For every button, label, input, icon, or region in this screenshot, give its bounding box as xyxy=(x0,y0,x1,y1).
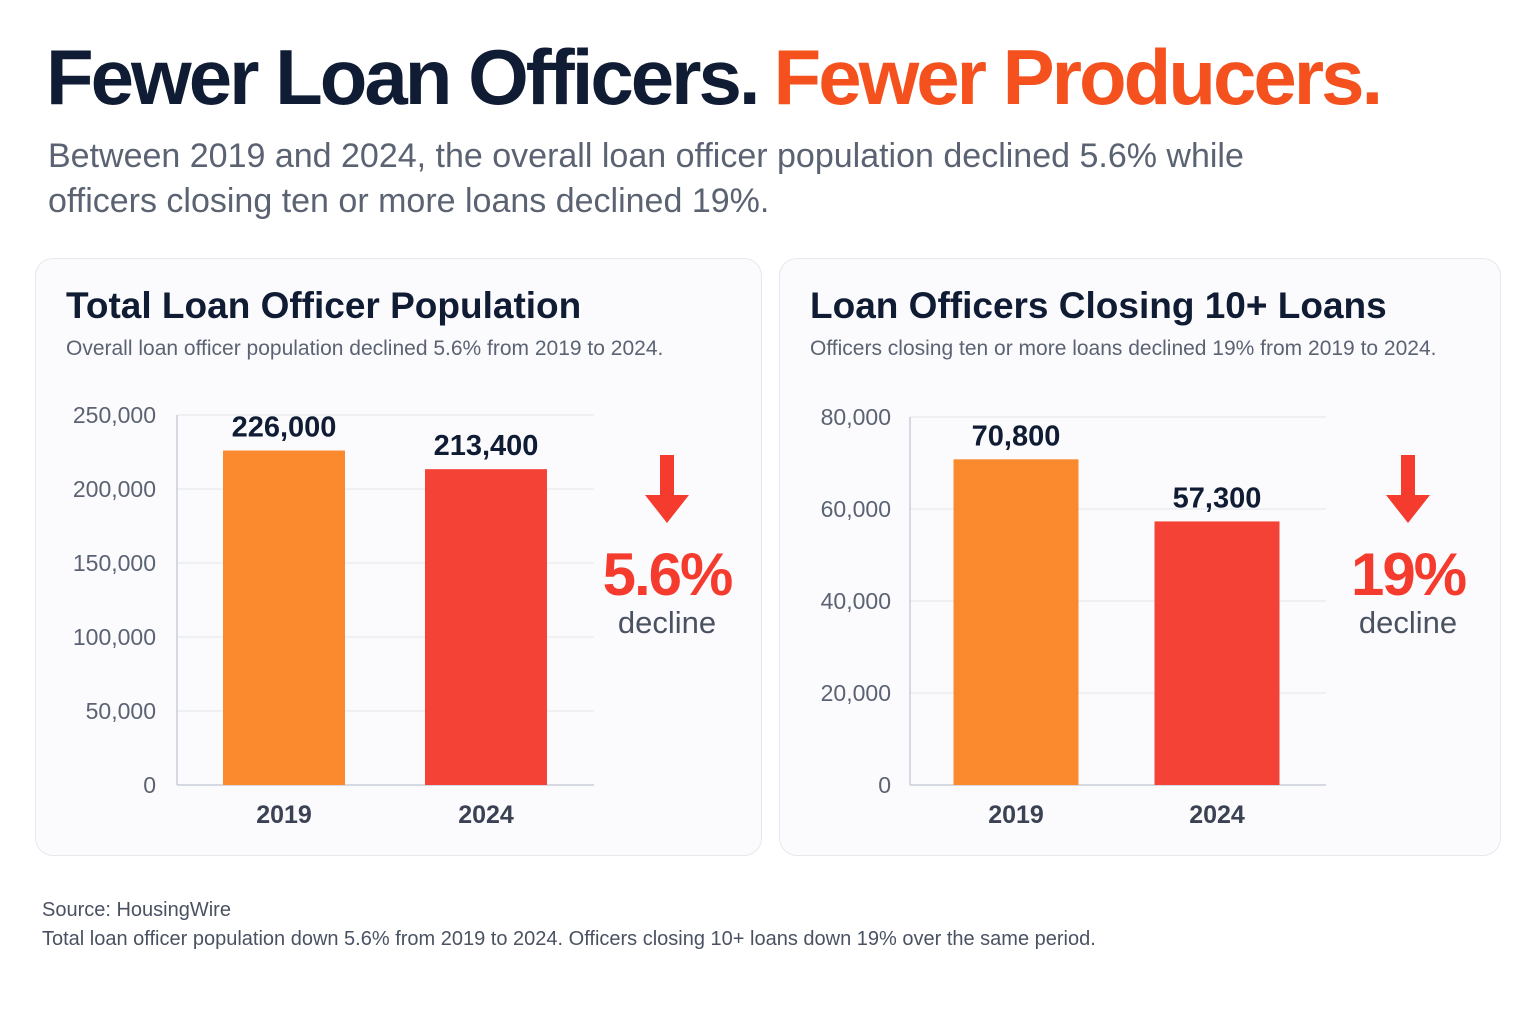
chart-subtitle: Officers closing ten or more loans decli… xyxy=(810,337,1437,360)
data-label: 57,300 xyxy=(1173,482,1262,514)
x-tick-label: 2024 xyxy=(458,801,514,829)
bar-2019 xyxy=(223,450,345,785)
y-tick-label: 0 xyxy=(143,772,156,798)
chart-title: Loan Officers Closing 10+ Loans xyxy=(810,285,1387,326)
decline-label: decline xyxy=(618,605,716,640)
footer-source: Source: HousingWire xyxy=(42,899,231,921)
y-tick-label: 60,000 xyxy=(821,496,891,522)
down-arrow-icon xyxy=(1386,455,1430,523)
headline: Fewer Loan Officers. Fewer Producers. xyxy=(46,38,1383,116)
x-tick-label: 2019 xyxy=(256,801,312,829)
chart-card-closing-10-plus: Loan Officers Closing 10+ Loans Officers… xyxy=(779,258,1501,856)
decline-value: 19% xyxy=(1351,541,1466,608)
x-tick-label: 2024 xyxy=(1189,801,1245,829)
x-tick-label: 2019 xyxy=(988,801,1044,829)
page-subtitle: Between 2019 and 2024, the overall loan … xyxy=(48,137,1244,220)
y-tick-label: 200,000 xyxy=(73,476,156,502)
y-tick-label: 250,000 xyxy=(73,402,156,428)
data-label: 226,000 xyxy=(232,412,337,444)
y-tick-label: 100,000 xyxy=(73,624,156,650)
decline-label: decline xyxy=(1359,605,1457,640)
y-tick-label: 80,000 xyxy=(821,404,891,430)
down-arrow-icon xyxy=(645,455,689,523)
bar-2024 xyxy=(1154,521,1280,785)
decline-value: 5.6% xyxy=(603,541,732,608)
bar-2019 xyxy=(953,459,1079,785)
chart-card-total-population: Total Loan Officer Population Overall lo… xyxy=(35,258,762,856)
headline-part-1: Fewer Loan Officers. xyxy=(46,33,761,121)
y-tick-label: 150,000 xyxy=(73,550,156,576)
data-label: 213,400 xyxy=(434,430,539,462)
headline-part-2: Fewer Producers. xyxy=(773,33,1384,121)
y-tick-label: 0 xyxy=(878,772,891,798)
bar-chart-total-population: 0 50,000 100,000 150,000 200,000 250,000 226,0… xyxy=(73,402,734,829)
y-tick-label: 20,000 xyxy=(821,680,891,706)
data-label: 70,800 xyxy=(972,420,1061,452)
footer-note: Total loan officer population down 5.6% … xyxy=(42,928,1096,950)
y-tick-label: 40,000 xyxy=(821,588,891,614)
chart-subtitle: Overall loan officer population declined… xyxy=(66,337,664,360)
bar-chart-closing-10-plus: 0 20,000 40,000 60,000 80,000 70,800 2019 57,30… xyxy=(821,404,1468,829)
y-tick-label: 50,000 xyxy=(86,698,156,724)
chart-title: Total Loan Officer Population xyxy=(66,285,582,326)
bar-2024 xyxy=(425,469,547,785)
